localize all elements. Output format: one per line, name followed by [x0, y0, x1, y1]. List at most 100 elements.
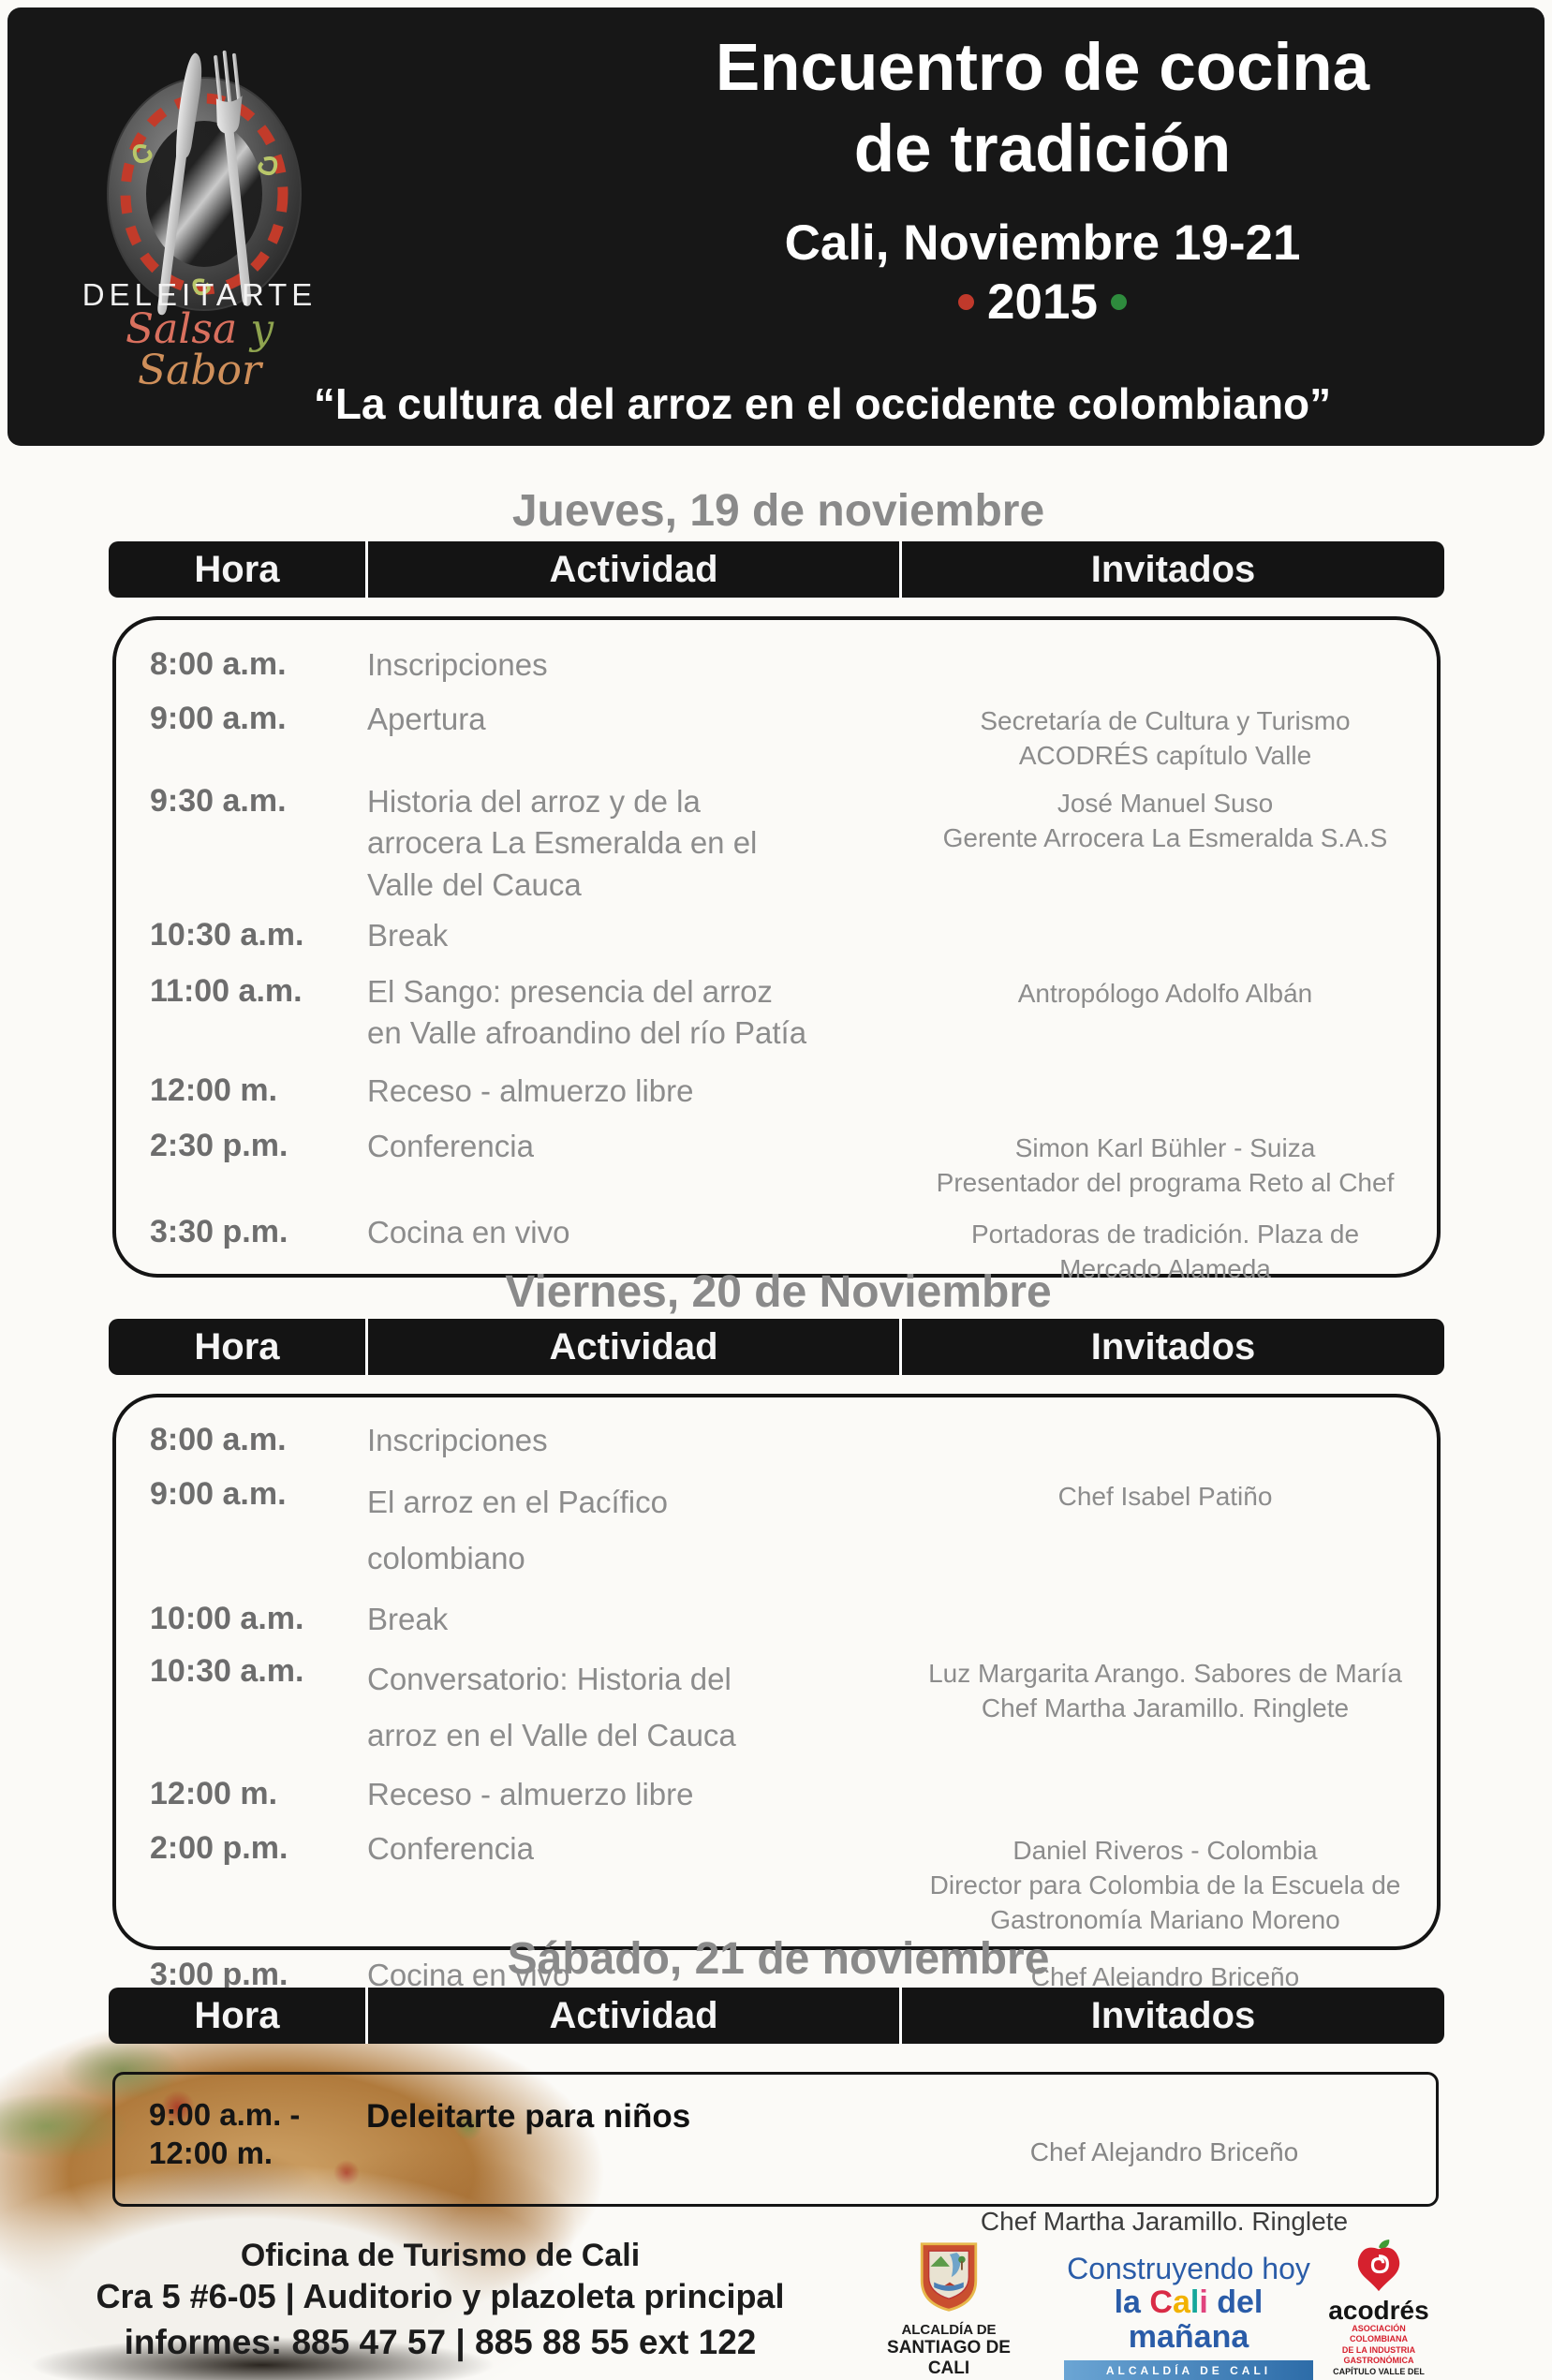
table-row: 2:30 p.m. Conferencia Simon Karl Bühler … — [116, 1126, 1437, 1201]
red-dot-icon — [958, 294, 975, 311]
footer-contact: Oficina de Turismo de Cali Cra 5 #6-05 |… — [66, 2237, 815, 2367]
event-date: Cali, Noviembre 19-21 — [784, 215, 1301, 272]
cell-activity: El Sango: presencia del arroz en Valle a… — [367, 974, 807, 1051]
table-row: 9:00 a.m. Apertura Secretaría de Cultura… — [116, 699, 1437, 774]
cell-time: 2:00 p.m. — [150, 1830, 288, 1867]
cell-guests: Antropólogo Adolfo Albán — [1017, 979, 1313, 1008]
construyendo-line1: Construyendo hoy — [1067, 2252, 1310, 2285]
acodres-apple-icon — [1357, 2240, 1400, 2292]
table-row: 8:00 a.m. Inscripciones — [116, 1420, 1437, 1461]
cell-activity: Cocina en vivo — [367, 1958, 570, 1993]
construyendo-line2: la Cali del mañana — [1114, 2284, 1264, 2355]
cell-time: 12:00 m. — [150, 1072, 278, 1109]
cell-guests — [894, 915, 1437, 921]
acodres-line2: DE LA INDUSTRIA GASTRONÓMICA — [1341, 2344, 1416, 2365]
day-title-sabado: Sábado, 21 de noviembre — [507, 1934, 1050, 1984]
column-header-invitados: Invitados — [899, 541, 1444, 598]
acodres-line1: ASOCIACIÓN COLOMBIANA — [1350, 2324, 1408, 2344]
title-block: Encuentro de cocina de tradición Cali, N… — [682, 28, 1403, 331]
cell-time: 3:00 p.m. — [150, 1957, 288, 1993]
acodres-line3: CAPÍTULO VALLE DEL CAUCA — [1333, 2367, 1425, 2380]
table-row: 11:00 a.m. El Sango: presencia del arroz… — [116, 971, 1437, 1054]
table-row: 10:30 a.m. Conversatorio: Historia del a… — [116, 1651, 1437, 1763]
theme-quote: “La cultura del arroz en el occidente co… — [313, 379, 1332, 428]
cell-guests: Daniel Riveros - Colombia Director para … — [929, 1836, 1401, 1935]
cell-activity: Historia del arroz y de la arrocera La E… — [367, 784, 758, 902]
cell-activity: Conferencia — [367, 1128, 534, 1163]
cell-guests: Simon Karl Bühler - Suiza Presentador de… — [936, 1132, 1395, 1197]
cell-guests: Chef Alejandro Briceño Chef Martha Jaram… — [980, 2136, 1349, 2236]
table-row: 10:30 a.m. Break — [116, 915, 1437, 956]
schedule-table-sabado: 9:00 a.m. - 12:00 m. Deleitarte para niñ… — [112, 2072, 1439, 2236]
cell-activity: Break — [367, 917, 449, 953]
cell-guests: Chef Alejandro Briceño — [1030, 1962, 1300, 1992]
cell-activity: Apertura — [367, 702, 486, 737]
alcaldia-line1: ALCALDÍA DE — [901, 2322, 997, 2338]
cell-guests: Luz Margarita Arango. Sabores de María C… — [928, 1659, 1402, 1723]
table-row: 10:00 a.m. Break — [116, 1599, 1437, 1640]
cell-activity: Receso - almuerzo libre — [367, 1777, 694, 1811]
cell-time: 2:30 p.m. — [150, 1127, 288, 1163]
table-row: 9:00 a.m. - 12:00 m. Deleitarte para niñ… — [115, 2095, 1436, 2274]
cell-time: 10:30 a.m. — [150, 916, 304, 953]
construyendo-logo: Construyendo hoy la Cali del mañana ALCA… — [1064, 2252, 1313, 2380]
cell-activity: Receso - almuerzo libre — [367, 1073, 694, 1109]
alcaldia-shield-icon — [920, 2242, 978, 2312]
cell-time: 3:30 p.m. — [150, 1213, 288, 1249]
cell-time: 9:00 a.m. — [150, 1476, 287, 1513]
cell-activity: El arroz en el Pacífico colombiano — [367, 1485, 668, 1575]
cell-activity: Cocina en vivo — [367, 1214, 570, 1249]
cell-guests: Portadoras de tradición. Plaza de Mercad… — [970, 1219, 1360, 1283]
header: DELEITARTE Salsa y Sabor Encuentro de co… — [7, 7, 1545, 446]
footer-office: Oficina de Turismo de Cali — [240, 2238, 641, 2273]
table-row: 3:30 p.m. Cocina en vivo Portadoras de t… — [116, 1212, 1437, 1287]
cell-guests: Secretaría de Cultura y Turismo ACODRÉS … — [980, 706, 1351, 771]
alcaldia-line2: SANTIAGO DE CALI — [879, 2338, 1019, 2380]
table-row: 9:30 a.m. Historia del arroz y de la arr… — [116, 781, 1437, 906]
green-dot-icon — [1110, 294, 1127, 311]
column-header-actividad: Actividad — [365, 1988, 899, 2044]
day-title-viernes: Viernes, 20 de Noviembre — [505, 1267, 1052, 1317]
alcaldia-logo: ALCALDÍA DE SANTIAGO DE CALI SECRETARÍA … — [879, 2240, 1019, 2380]
cell-time: 10:00 a.m. — [150, 1601, 304, 1636]
acodres-logo: acodrés ASOCIACIÓN COLOMBIANA DE LA INDU… — [1324, 2239, 1433, 2380]
column-header-hora: Hora — [194, 548, 280, 590]
schedule-table-viernes: 8:00 a.m. Inscripciones 9:00 a.m. El arr… — [112, 1394, 1441, 1992]
table-row: 9:00 a.m. El arroz en el Pacífico colomb… — [116, 1474, 1437, 1586]
column-header-hora: Hora — [194, 1994, 280, 2036]
cell-activity: Inscripciones — [367, 647, 548, 682]
table-header-sabado: Hora Actividad Invitados — [109, 1988, 1444, 2044]
cell-time: 12:00 m. — [150, 1776, 278, 1811]
table-row: 8:00 a.m. Inscripciones — [116, 644, 1437, 686]
rice-dish-photo — [0, 1986, 880, 2380]
brand-name: DELEITARTE — [81, 277, 318, 312]
table-header-viernes: Hora Actividad Invitados — [109, 1319, 1444, 1375]
cell-activity: Conferencia — [367, 1831, 534, 1867]
column-header-actividad: Actividad — [365, 541, 899, 598]
table-row: 12:00 m. Receso - almuerzo libre — [116, 1774, 1437, 1815]
cell-guests — [894, 644, 1437, 650]
column-header-actividad: Actividad — [365, 1319, 899, 1375]
table-row: 12:00 m. Receso - almuerzo libre — [116, 1071, 1437, 1112]
cell-time: 8:00 a.m. — [150, 1422, 287, 1457]
title-line1: Encuentro de cocina — [715, 31, 1370, 105]
footer-address: Cra 5 #6-05 | Auditorio y plazoleta prin… — [96, 2276, 785, 2315]
plate-logo-icon — [107, 50, 302, 316]
acodres-name: acodrés — [1328, 2296, 1429, 2325]
cell-activity: Conversatorio: Historia del arroz en el … — [367, 1662, 736, 1752]
cell-activity: Deleitarte para niños — [366, 2098, 691, 2135]
schedule-table-jueves: 8:00 a.m. Inscripciones 9:00 a.m. Apertu… — [112, 616, 1441, 1283]
cell-guests: Chef Isabel Patiño — [1057, 1482, 1273, 1512]
event-year: 2015 — [682, 273, 1403, 331]
column-header-invitados: Invitados — [899, 1988, 1444, 2044]
cell-time: 9:30 a.m. — [150, 783, 287, 820]
cell-time: 8:00 a.m. — [150, 646, 287, 682]
cell-guests — [894, 1774, 1437, 1780]
table-row: 2:00 p.m. Conferencia Daniel Riveros - C… — [116, 1828, 1437, 1938]
cell-activity: Inscripciones — [367, 1423, 548, 1457]
column-header-invitados: Invitados — [899, 1319, 1444, 1375]
alcaldia-de-cali-bar: ALCALDÍA DE CALI — [1064, 2360, 1313, 2380]
cell-time: 10:30 a.m. — [150, 1653, 304, 1690]
cell-guests — [894, 1599, 1437, 1604]
